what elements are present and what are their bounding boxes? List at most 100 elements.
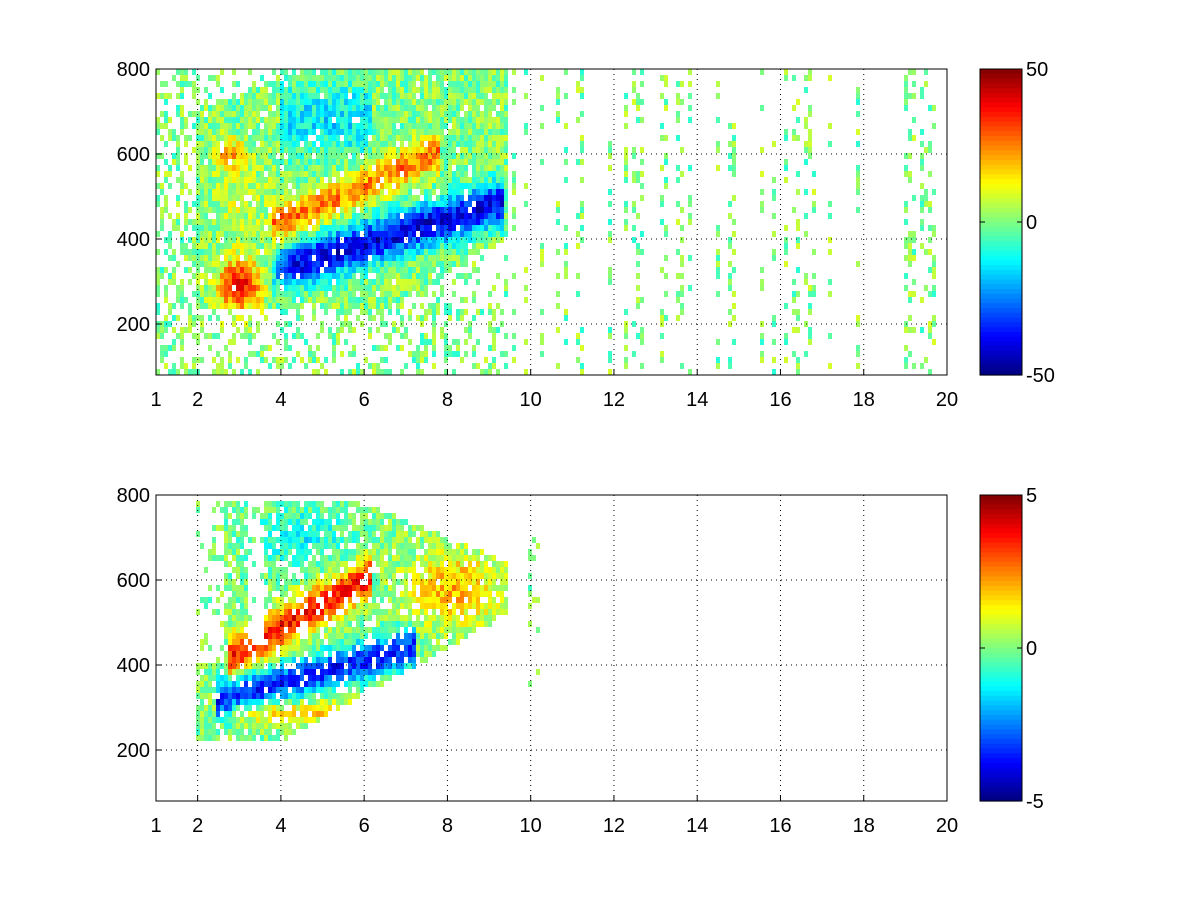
top-heatmap-cell — [304, 123, 308, 129]
top-heatmap-cell — [396, 99, 400, 105]
bottom-heatmap-cell — [280, 585, 284, 591]
bottom-heatmap-cell — [272, 639, 276, 645]
top-heatmap-cell — [208, 75, 212, 81]
top-heatmap-cell — [264, 255, 268, 261]
top-heatmap-cell — [368, 171, 372, 177]
top-heatmap-cell — [248, 213, 252, 219]
top-heatmap-cell — [928, 369, 932, 375]
top-heatmap-cell — [436, 69, 440, 75]
top-heatmap-cell — [360, 111, 364, 117]
bottom-heatmap-cell — [208, 717, 212, 723]
top-heatmap-cell — [372, 87, 376, 93]
top-heatmap-cell — [164, 123, 168, 129]
top-heatmap-cell — [276, 117, 280, 123]
top-heatmap-cell — [908, 261, 912, 267]
top-heatmap-cell — [248, 189, 252, 195]
top-heatmap-cell — [232, 243, 236, 249]
top-heatmap-cell — [716, 225, 720, 231]
top-heatmap-cell — [364, 135, 368, 141]
top-heatmap-cell — [440, 261, 444, 267]
bottom-heatmap-cell — [224, 621, 228, 627]
bottom-heatmap-cell — [208, 663, 212, 669]
top-heatmap-cell — [492, 339, 496, 345]
top-heatmap-cell — [796, 327, 800, 333]
bottom-heatmap-cell — [256, 723, 260, 729]
top-heatmap-cell — [356, 105, 360, 111]
top-heatmap-cell — [452, 159, 456, 165]
top-heatmap-cell — [336, 249, 340, 255]
top-heatmap-cell — [308, 141, 312, 147]
top-heatmap-cell — [436, 123, 440, 129]
top-heatmap-cell — [200, 231, 204, 237]
top-heatmap-cell — [452, 129, 456, 135]
top-heatmap-cell — [236, 123, 240, 129]
top-heatmap-cell — [660, 195, 664, 201]
top-colorbar-step — [980, 260, 1022, 266]
top-heatmap-cell — [828, 141, 832, 147]
top-heatmap-cell — [376, 261, 380, 267]
top-heatmap-cell — [228, 339, 232, 345]
top-colorbar-step — [980, 69, 1022, 75]
bottom-heatmap-cell — [320, 507, 324, 513]
bottom-heatmap-cell — [332, 699, 336, 705]
top-heatmap-cell — [432, 279, 436, 285]
top-heatmap-cell — [240, 141, 244, 147]
top-heatmap-cell — [224, 159, 228, 165]
bottom-heatmap-cell — [320, 525, 324, 531]
top-heatmap-cell — [248, 297, 252, 303]
top-heatmap-cell — [636, 105, 640, 111]
top-heatmap-cell — [464, 117, 468, 123]
top-heatmap-cell — [504, 165, 508, 171]
top-heatmap-cell — [904, 243, 908, 249]
top-heatmap-cell — [452, 81, 456, 87]
top-heatmap-cell — [608, 141, 612, 147]
top-heatmap-cell — [580, 213, 584, 219]
top-colorbar-step — [980, 83, 1022, 89]
top-heatmap-cell — [248, 369, 252, 375]
top-heatmap-cell — [308, 147, 312, 153]
top-heatmap-cell — [232, 291, 236, 297]
top-heatmap-cell — [412, 225, 416, 231]
bottom-heatmap-cell — [264, 615, 268, 621]
top-heatmap-cell — [400, 87, 404, 93]
top-heatmap-cell — [372, 369, 376, 375]
top-heatmap-cell — [456, 165, 460, 171]
top-heatmap-cell — [336, 123, 340, 129]
top-heatmap-cell — [196, 279, 200, 285]
top-heatmap-cell — [292, 255, 296, 261]
top-heatmap-cell — [312, 261, 316, 267]
bottom-heatmap-cell — [200, 675, 204, 681]
top-heatmap-cell — [188, 321, 192, 327]
bottom-heatmap-cell — [288, 651, 292, 657]
top-heatmap-cell — [624, 93, 628, 99]
top-heatmap-cell — [376, 99, 380, 105]
top-heatmap-cell — [636, 249, 640, 255]
top-heatmap-cell — [232, 231, 236, 237]
top-heatmap-cell — [332, 213, 336, 219]
top-heatmap-cell — [448, 153, 452, 159]
top-heatmap-cell — [236, 219, 240, 225]
bottom-heatmap-cell — [232, 621, 236, 627]
top-heatmap-cell — [468, 231, 472, 237]
top-heatmap-cell — [364, 261, 368, 267]
top-heatmap-cell — [328, 81, 332, 87]
bottom-heatmap-cell — [248, 615, 252, 621]
top-heatmap-cell — [380, 273, 384, 279]
top-heatmap-cell — [348, 243, 352, 249]
top-heatmap-cell — [336, 261, 340, 267]
top-heatmap-cell — [476, 123, 480, 129]
top-x-tick-label: 14 — [686, 389, 708, 411]
bottom-heatmap-cell — [236, 573, 240, 579]
top-heatmap-cell — [256, 117, 260, 123]
top-heatmap-cell — [388, 303, 392, 309]
top-heatmap-cell — [316, 249, 320, 255]
bottom-heatmap-cell — [280, 711, 284, 717]
bottom-heatmap-cell — [328, 705, 332, 711]
top-heatmap-cell — [276, 363, 280, 369]
bottom-heatmap-cell — [292, 705, 296, 711]
bottom-heatmap-cell — [324, 693, 328, 699]
bottom-heatmap-cell — [280, 567, 284, 573]
top-heatmap-cell — [304, 153, 308, 159]
bottom-heatmap-cell — [336, 519, 340, 525]
top-heatmap-cell — [188, 111, 192, 117]
